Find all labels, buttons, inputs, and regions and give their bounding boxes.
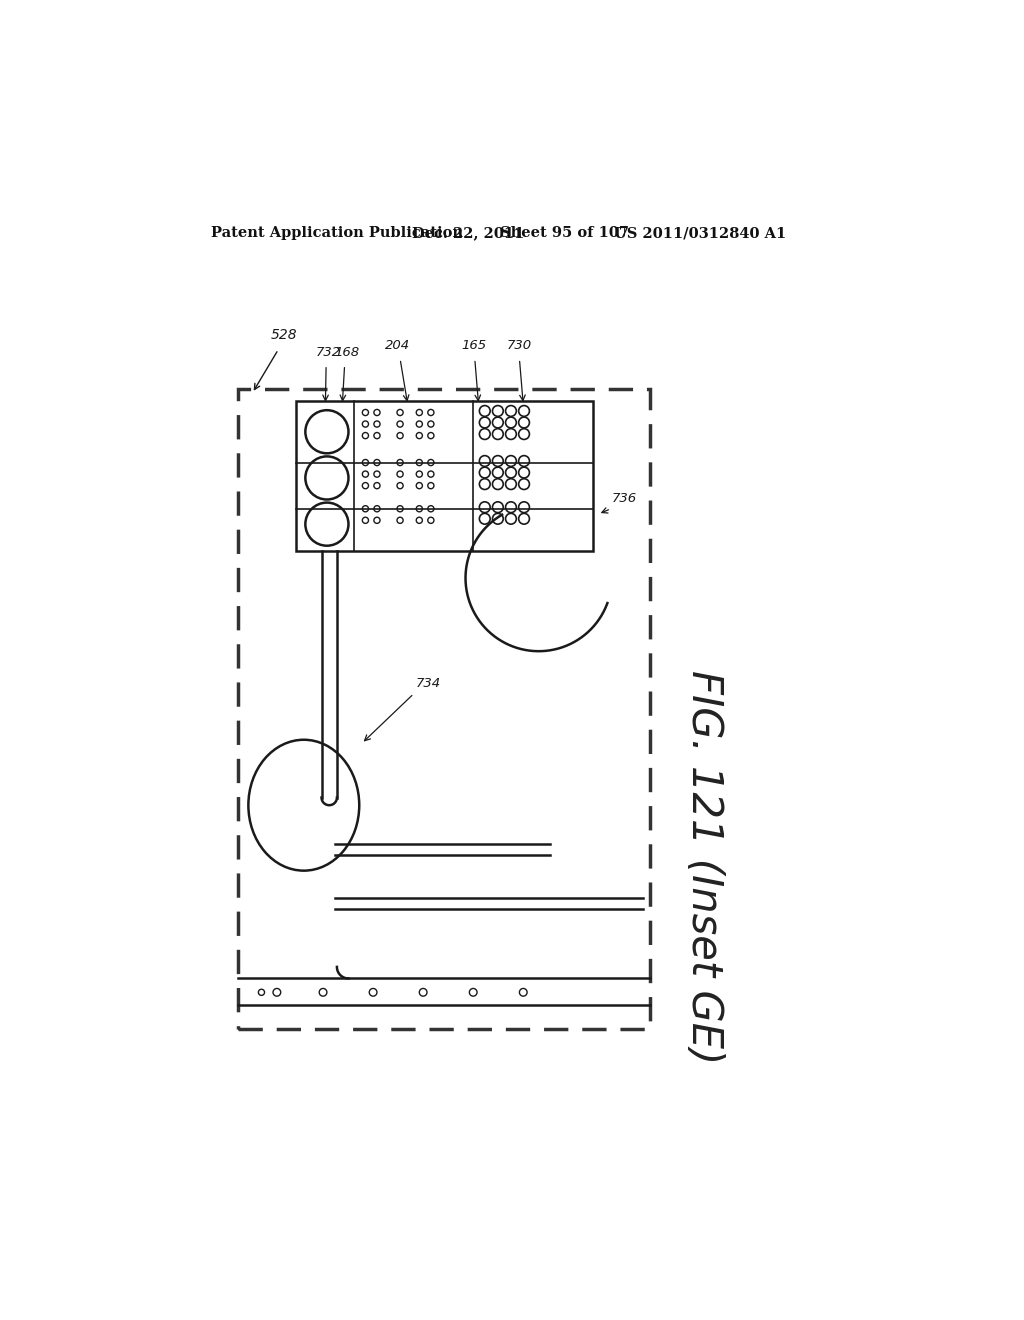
Text: 528: 528	[270, 327, 297, 342]
Text: 204: 204	[385, 339, 410, 352]
Bar	[296, 401, 593, 552]
Text: 168: 168	[335, 346, 359, 359]
Text: Sheet 95 of 107: Sheet 95 of 107	[500, 226, 629, 240]
Text: FIG. 121 (Inset GE): FIG. 121 (Inset GE)	[683, 669, 725, 1064]
Text: Patent Application Publication: Patent Application Publication	[211, 226, 464, 240]
Text: 730: 730	[506, 339, 531, 352]
Text: 736: 736	[611, 492, 637, 506]
Text: 165: 165	[462, 339, 486, 352]
Text: 734: 734	[416, 677, 440, 689]
Text: US 2011/0312840 A1: US 2011/0312840 A1	[614, 226, 786, 240]
Text: 732: 732	[316, 346, 341, 359]
Text: Dec. 22, 2011: Dec. 22, 2011	[412, 226, 524, 240]
Bar	[239, 389, 650, 1028]
